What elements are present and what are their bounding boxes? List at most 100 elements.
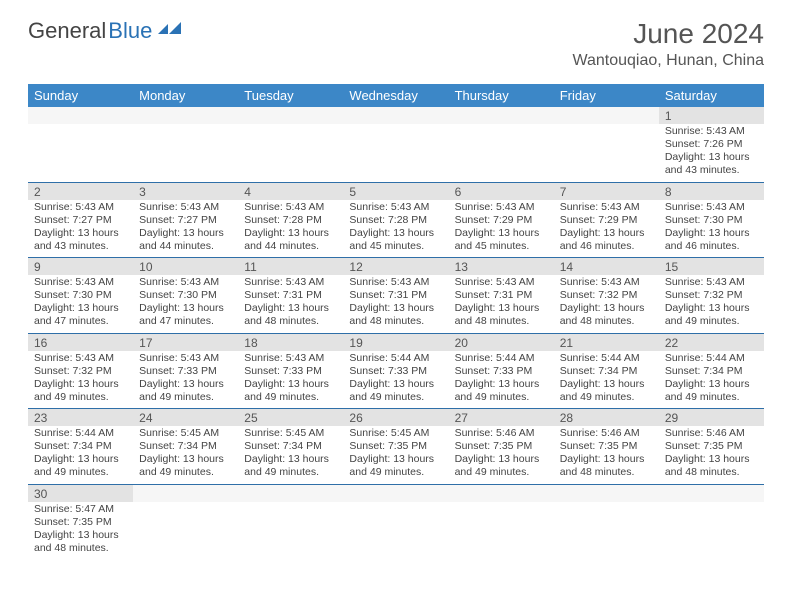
daylight-line-2: and 48 minutes. [560, 466, 653, 479]
date-cell: 11 [238, 258, 343, 276]
sunrise-line: Sunrise: 5:43 AM [560, 201, 653, 214]
date-cell: 24 [133, 409, 238, 427]
page-header: GeneralBlue June 2024 Wantouqiao, Hunan,… [0, 0, 792, 76]
sunset-line: Sunset: 7:30 PM [139, 289, 232, 302]
day-cell [133, 124, 238, 182]
day-cell [554, 502, 659, 560]
day-cell: Sunrise: 5:43 AMSunset: 7:31 PMDaylight:… [449, 275, 554, 333]
daylight-line-1: Daylight: 13 hours [349, 378, 442, 391]
day-cell: Sunrise: 5:43 AMSunset: 7:28 PMDaylight:… [238, 200, 343, 258]
sunrise-line: Sunrise: 5:43 AM [244, 352, 337, 365]
date-row: 16171819202122 [28, 333, 764, 351]
date-cell: 4 [238, 182, 343, 200]
content-row: Sunrise: 5:43 AMSunset: 7:30 PMDaylight:… [28, 275, 764, 333]
sunrise-line: Sunrise: 5:43 AM [244, 201, 337, 214]
brand-logo: GeneralBlue [28, 18, 186, 44]
day-cell: Sunrise: 5:43 AMSunset: 7:32 PMDaylight:… [659, 275, 764, 333]
sunrise-line: Sunrise: 5:43 AM [665, 201, 758, 214]
sunrise-line: Sunrise: 5:43 AM [34, 201, 127, 214]
date-cell: 12 [343, 258, 448, 276]
daylight-line-2: and 49 minutes. [34, 466, 127, 479]
day-header: Thursday [449, 84, 554, 107]
date-cell: 10 [133, 258, 238, 276]
day-cell: Sunrise: 5:43 AMSunset: 7:30 PMDaylight:… [28, 275, 133, 333]
date-cell [449, 107, 554, 124]
daylight-line-1: Daylight: 13 hours [665, 453, 758, 466]
day-cell: Sunrise: 5:44 AMSunset: 7:34 PMDaylight:… [554, 351, 659, 409]
date-cell: 1 [659, 107, 764, 124]
location-subtitle: Wantouqiao, Hunan, China [572, 52, 764, 70]
day-cell: Sunrise: 5:43 AMSunset: 7:26 PMDaylight:… [659, 124, 764, 182]
sunset-line: Sunset: 7:34 PM [560, 365, 653, 378]
daylight-line-2: and 49 minutes. [455, 466, 548, 479]
daylight-line-1: Daylight: 13 hours [349, 227, 442, 240]
day-header: Saturday [659, 84, 764, 107]
sunrise-line: Sunrise: 5:46 AM [665, 427, 758, 440]
date-cell: 3 [133, 182, 238, 200]
day-cell: Sunrise: 5:43 AMSunset: 7:33 PMDaylight:… [238, 351, 343, 409]
daylight-line-2: and 48 minutes. [665, 466, 758, 479]
sunrise-line: Sunrise: 5:44 AM [455, 352, 548, 365]
daylight-line-2: and 49 minutes. [139, 391, 232, 404]
sunset-line: Sunset: 7:34 PM [139, 440, 232, 453]
daylight-line-2: and 44 minutes. [139, 240, 232, 253]
month-title: June 2024 [572, 18, 764, 50]
date-cell: 21 [554, 333, 659, 351]
sunrise-line: Sunrise: 5:46 AM [560, 427, 653, 440]
date-cell [28, 107, 133, 124]
date-cell: 15 [659, 258, 764, 276]
daylight-line-2: and 47 minutes. [139, 315, 232, 328]
date-cell: 16 [28, 333, 133, 351]
daylight-line-2: and 49 minutes. [34, 391, 127, 404]
day-cell [28, 124, 133, 182]
sunset-line: Sunset: 7:33 PM [349, 365, 442, 378]
day-cell [343, 124, 448, 182]
date-cell: 14 [554, 258, 659, 276]
daylight-line-2: and 48 minutes. [349, 315, 442, 328]
sunset-line: Sunset: 7:32 PM [665, 289, 758, 302]
daylight-line-1: Daylight: 13 hours [244, 302, 337, 315]
sunset-line: Sunset: 7:32 PM [560, 289, 653, 302]
day-cell: Sunrise: 5:45 AMSunset: 7:34 PMDaylight:… [238, 426, 343, 484]
sunrise-line: Sunrise: 5:45 AM [349, 427, 442, 440]
daylight-line-1: Daylight: 13 hours [244, 227, 337, 240]
sunrise-line: Sunrise: 5:43 AM [139, 352, 232, 365]
sunrise-line: Sunrise: 5:43 AM [244, 276, 337, 289]
day-cell: Sunrise: 5:43 AMSunset: 7:31 PMDaylight:… [238, 275, 343, 333]
sunrise-line: Sunrise: 5:46 AM [455, 427, 548, 440]
sunset-line: Sunset: 7:33 PM [455, 365, 548, 378]
date-cell [554, 484, 659, 502]
daylight-line-2: and 46 minutes. [560, 240, 653, 253]
date-cell: 8 [659, 182, 764, 200]
daylight-line-2: and 49 minutes. [665, 315, 758, 328]
day-cell: Sunrise: 5:43 AMSunset: 7:27 PMDaylight:… [133, 200, 238, 258]
date-row: 23242526272829 [28, 409, 764, 427]
daylight-line-2: and 43 minutes. [665, 164, 758, 177]
day-cell: Sunrise: 5:46 AMSunset: 7:35 PMDaylight:… [659, 426, 764, 484]
sunrise-line: Sunrise: 5:44 AM [560, 352, 653, 365]
day-cell [449, 502, 554, 560]
daylight-line-1: Daylight: 13 hours [244, 453, 337, 466]
date-cell: 20 [449, 333, 554, 351]
daylight-line-1: Daylight: 13 hours [560, 378, 653, 391]
sunrise-line: Sunrise: 5:43 AM [139, 201, 232, 214]
sunset-line: Sunset: 7:33 PM [244, 365, 337, 378]
date-cell [343, 484, 448, 502]
day-cell: Sunrise: 5:43 AMSunset: 7:33 PMDaylight:… [133, 351, 238, 409]
daylight-line-1: Daylight: 13 hours [455, 378, 548, 391]
daylight-line-1: Daylight: 13 hours [665, 302, 758, 315]
day-cell: Sunrise: 5:43 AMSunset: 7:29 PMDaylight:… [554, 200, 659, 258]
daylight-line-2: and 45 minutes. [455, 240, 548, 253]
daylight-line-2: and 44 minutes. [244, 240, 337, 253]
sunrise-line: Sunrise: 5:43 AM [665, 125, 758, 138]
daylight-line-1: Daylight: 13 hours [139, 227, 232, 240]
daylight-line-2: and 49 minutes. [349, 391, 442, 404]
sunrise-line: Sunrise: 5:43 AM [139, 276, 232, 289]
content-row: Sunrise: 5:43 AMSunset: 7:32 PMDaylight:… [28, 351, 764, 409]
day-cell [238, 124, 343, 182]
sunset-line: Sunset: 7:33 PM [139, 365, 232, 378]
sunrise-line: Sunrise: 5:47 AM [34, 503, 127, 516]
day-cell [238, 502, 343, 560]
sunrise-line: Sunrise: 5:45 AM [139, 427, 232, 440]
date-cell: 7 [554, 182, 659, 200]
